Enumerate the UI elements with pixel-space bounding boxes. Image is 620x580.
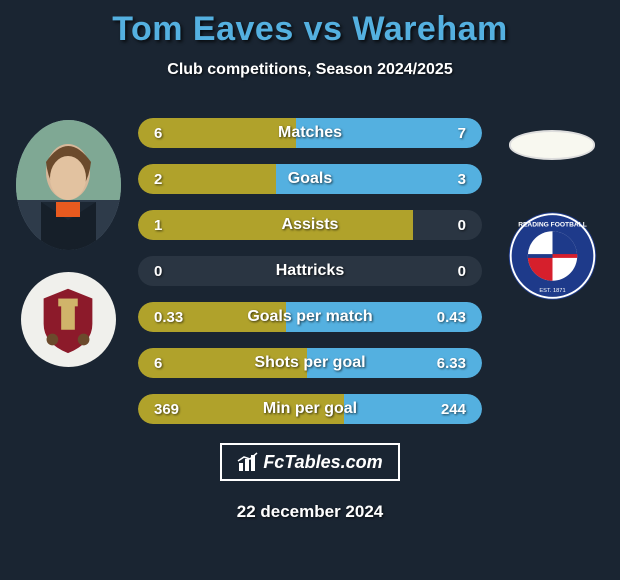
stat-row: 00Hattricks	[138, 256, 482, 286]
stat-label: Goals	[138, 170, 482, 188]
stat-label: Min per goal	[138, 400, 482, 418]
stat-label: Goals per match	[138, 308, 482, 326]
page-subtitle: Club competitions, Season 2024/2025	[0, 61, 620, 79]
stat-label: Assists	[138, 216, 482, 234]
stat-label: Shots per goal	[138, 354, 482, 372]
right-club-badge: READING FOOTBALL EST. 1871	[505, 208, 600, 303]
date-text: 22 december 2024	[0, 502, 620, 522]
stat-row: 23Goals	[138, 164, 482, 194]
stats-bars: 67Matches 23Goals 10Assists 00Hattricks 0.33…	[138, 118, 482, 424]
right-player-avatar-blank	[509, 130, 595, 160]
club-crest-icon: READING FOOTBALL EST. 1871	[505, 206, 600, 306]
stat-row: 10Assists	[138, 210, 482, 240]
svg-text:READING FOOTBALL: READING FOOTBALL	[518, 221, 587, 228]
brand-box: FcTables.com	[220, 443, 400, 481]
brand-text: FcTables.com	[263, 452, 382, 473]
right-player-column: READING FOOTBALL EST. 1871	[492, 120, 612, 303]
brand-chart-icon	[237, 451, 259, 473]
stat-label: Matches	[138, 124, 482, 142]
stat-row: 369244Min per goal	[138, 394, 482, 424]
stat-row: 67Matches	[138, 118, 482, 148]
left-club-badge	[21, 272, 116, 367]
page-title: Tom Eaves vs Wareham	[0, 0, 620, 49]
svg-text:EST. 1871: EST. 1871	[539, 288, 565, 294]
stat-label: Hattricks	[138, 262, 482, 280]
club-crest-icon	[29, 281, 107, 359]
player-portrait-icon	[16, 120, 121, 250]
left-player-avatar	[16, 120, 121, 250]
stat-row: 66.33Shots per goal	[138, 348, 482, 378]
left-player-column	[8, 120, 128, 367]
stat-row: 0.330.43Goals per match	[138, 302, 482, 332]
